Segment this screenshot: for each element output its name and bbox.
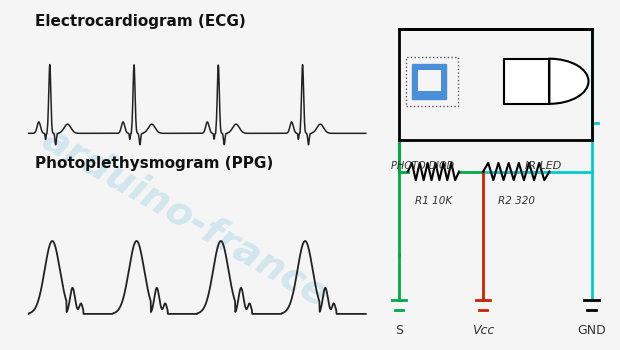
Text: Electrocardiogram (ECG): Electrocardiogram (ECG) [35, 14, 246, 29]
FancyBboxPatch shape [418, 70, 441, 91]
FancyBboxPatch shape [504, 59, 549, 104]
Text: arduino-france: arduino-france [35, 119, 335, 314]
Text: IR LED: IR LED [525, 161, 562, 171]
Text: GND: GND [577, 324, 606, 337]
Text: Photoplethysmogram (PPG): Photoplethysmogram (PPG) [35, 156, 273, 171]
Wedge shape [549, 59, 588, 104]
Text: S: S [395, 324, 403, 337]
Text: R2 320: R2 320 [498, 196, 535, 206]
Text: Vcc: Vcc [472, 324, 494, 337]
FancyBboxPatch shape [412, 64, 446, 99]
Text: R1 10K: R1 10K [415, 196, 452, 206]
Text: PHOTO DIOD: PHOTO DIOD [391, 161, 454, 171]
